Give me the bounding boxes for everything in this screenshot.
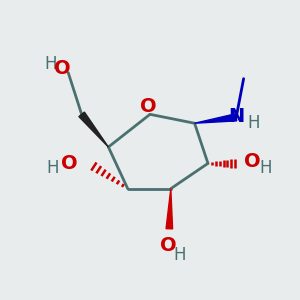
Text: O: O — [160, 236, 176, 255]
Text: O: O — [54, 59, 70, 78]
Text: H: H — [44, 55, 57, 73]
Text: H: H — [46, 159, 59, 177]
Text: H: H — [260, 159, 272, 177]
Text: H: H — [173, 246, 186, 264]
Text: N: N — [229, 107, 245, 126]
Text: H: H — [248, 114, 260, 132]
Text: O: O — [244, 152, 261, 171]
Polygon shape — [195, 114, 237, 123]
Text: O: O — [61, 154, 78, 173]
Text: O: O — [140, 97, 157, 116]
Polygon shape — [166, 189, 172, 229]
Polygon shape — [79, 112, 108, 147]
